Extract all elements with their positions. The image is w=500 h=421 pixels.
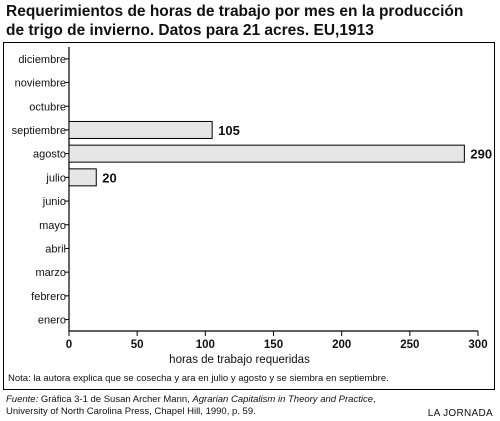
source-label: Fuente: [6, 394, 39, 405]
chart-title: Requerimientos de horas de trabajo por m… [6, 2, 496, 40]
x-axis-title: horas de trabajo requeridas [169, 354, 310, 366]
bar-value-label: 20 [102, 170, 116, 185]
y-tick-label: octubre [29, 101, 66, 113]
bar [68, 144, 465, 163]
chart-title-line-1: Requerimientos de horas de trabajo por m… [6, 3, 464, 20]
x-tick-label: 200 [332, 339, 351, 351]
plot-area: diciembre noviembre octubre septiembre 105 ag… [12, 47, 492, 366]
x-tick-label: 50 [131, 339, 144, 351]
y-tick-label: enero [38, 315, 66, 327]
source-book-title: Agrarian Capitalism in Theory and Practi… [192, 394, 374, 405]
y-tick-label: noviembre [15, 78, 66, 90]
bar-value-label: 105 [218, 123, 240, 138]
x-tick-label: 150 [264, 339, 283, 351]
y-tick-label: julio [45, 172, 66, 184]
y-tick-label: diciembre [18, 54, 66, 66]
source-text-end: , [373, 394, 376, 405]
y-tick-label: septiembre [12, 125, 66, 137]
source-publisher: University of North Carolina Press, Chap… [6, 406, 256, 417]
y-tick-label: febrero [31, 291, 66, 303]
chart-title-line-2: de trigo de invierno. Datos para 21 acre… [6, 22, 374, 39]
chart-note: Nota: la autora explica que se cosecha y… [8, 373, 389, 384]
y-tick-label: abril [45, 243, 66, 255]
x-tick-label: 250 [400, 339, 419, 351]
bar-chart: diciembre noviembre octubre septiembre 105 ag… [12, 47, 492, 366]
bar-value-label: 290 [470, 147, 492, 162]
x-tick-label: 300 [468, 339, 487, 351]
source-text: Gráfica 3-1 de Susan Archer Mann, [38, 394, 193, 405]
y-tick-label: marzo [35, 267, 66, 279]
chart-frame [3, 42, 495, 390]
y-tick-label: junio [42, 196, 66, 208]
bar [68, 168, 97, 187]
x-tick-label: 100 [196, 339, 215, 351]
y-tick-label: mayo [39, 220, 66, 232]
bar [68, 120, 213, 139]
publisher-brand: LA JORNADA [427, 408, 493, 419]
y-tick-label: agosto [33, 149, 66, 161]
source-citation: Fuente: Gráfica 3-1 de Susan Archer Mann… [6, 394, 426, 418]
x-tick-label: 0 [66, 339, 72, 351]
